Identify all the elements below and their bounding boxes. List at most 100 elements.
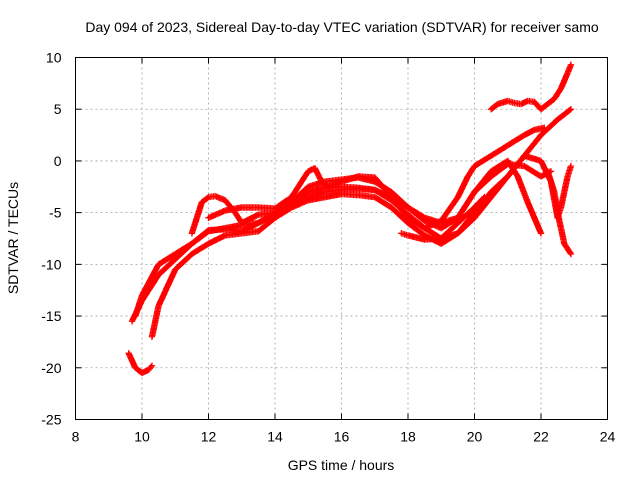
marker-run bbox=[389, 195, 411, 220]
x-tick-label: 8 bbox=[72, 429, 80, 445]
marker-run bbox=[189, 227, 211, 246]
marker-run bbox=[223, 204, 244, 214]
marker-run bbox=[149, 303, 162, 339]
marker-run bbox=[389, 205, 411, 226]
marker-run bbox=[515, 174, 531, 205]
marker-run bbox=[565, 246, 574, 256]
x-tick-label: 16 bbox=[334, 429, 350, 445]
marker-run bbox=[505, 132, 527, 148]
data-point bbox=[567, 61, 575, 68]
marker-run bbox=[545, 96, 557, 107]
marker-run bbox=[239, 212, 261, 226]
marker-run bbox=[372, 175, 394, 200]
marker-run bbox=[405, 205, 427, 224]
data-point bbox=[481, 193, 488, 201]
y-tick-label: -10 bbox=[41, 256, 61, 272]
x-tick-label: 14 bbox=[267, 429, 283, 445]
marker-run bbox=[199, 194, 211, 205]
marker-run bbox=[489, 143, 510, 159]
marker-run bbox=[273, 205, 294, 221]
marker-run bbox=[339, 173, 360, 185]
marker-run bbox=[132, 293, 145, 318]
x-axis-title: GPS time / hours bbox=[288, 457, 395, 473]
y-axis-title: SDTVAR / TECUs bbox=[5, 182, 21, 294]
marker-run bbox=[558, 226, 568, 246]
marker-run bbox=[439, 230, 460, 247]
marker-run bbox=[472, 153, 493, 169]
y-tick-label: 5 bbox=[54, 101, 62, 117]
x-tick-label: 24 bbox=[600, 429, 616, 445]
data-point bbox=[537, 230, 545, 237]
marker-run bbox=[561, 174, 571, 194]
marker-run bbox=[525, 200, 544, 236]
marker-run bbox=[561, 241, 570, 251]
marker-run bbox=[522, 133, 544, 158]
marker-run bbox=[189, 200, 205, 236]
marker-run bbox=[273, 199, 294, 215]
marker-run bbox=[406, 215, 427, 231]
series-track-5 bbox=[205, 124, 548, 232]
data-point bbox=[567, 162, 575, 170]
marker-run bbox=[455, 174, 471, 199]
marker-run bbox=[356, 192, 377, 201]
marker-run bbox=[299, 169, 311, 184]
y-tick-label: -15 bbox=[41, 308, 61, 324]
x-tick-label: 10 bbox=[134, 429, 150, 445]
data-point bbox=[148, 362, 156, 369]
marker-run bbox=[273, 194, 294, 211]
marker-run bbox=[455, 205, 477, 226]
y-tick-label: -25 bbox=[41, 412, 61, 428]
marker-run bbox=[173, 241, 194, 257]
marker-run bbox=[190, 241, 211, 257]
x-tick-label: 18 bbox=[400, 429, 416, 445]
marker-run bbox=[551, 86, 564, 101]
marker-run bbox=[538, 117, 560, 138]
y-tick-label: -20 bbox=[41, 360, 61, 376]
axes: 8 10 12 14 16 18 20 22 24 10 5 0 -5 -10 -15 -20 -25 bbox=[41, 50, 615, 445]
chart-title: Day 094 of 2023, Sidereal Day-to-day VTE… bbox=[85, 19, 598, 35]
marker-run bbox=[372, 187, 394, 203]
marker-run bbox=[558, 190, 568, 210]
y-tick-label: 0 bbox=[54, 153, 62, 169]
marker-run bbox=[439, 215, 460, 231]
marker-run bbox=[472, 195, 494, 220]
data-point bbox=[541, 124, 548, 132]
marker-run bbox=[526, 98, 536, 105]
marker-run bbox=[206, 208, 227, 221]
marker-run bbox=[406, 232, 427, 243]
marker-run bbox=[306, 189, 327, 200]
marker-run bbox=[306, 185, 327, 195]
marker-run bbox=[465, 164, 477, 179]
marker-run bbox=[173, 251, 194, 272]
y-tick-label: 10 bbox=[46, 50, 62, 66]
marker-run bbox=[489, 174, 510, 195]
marker-run bbox=[522, 163, 543, 179]
marker-run bbox=[438, 195, 461, 223]
marker-run bbox=[372, 194, 394, 210]
marker-run bbox=[156, 257, 178, 277]
marker-run bbox=[472, 174, 494, 195]
x-tick-label: 22 bbox=[533, 429, 549, 445]
marker-run bbox=[472, 195, 487, 210]
marker-run bbox=[489, 161, 510, 179]
x-tick-label: 12 bbox=[201, 429, 217, 445]
marker-run bbox=[156, 267, 178, 308]
marker-run bbox=[555, 106, 573, 122]
marker-run bbox=[126, 351, 138, 370]
x-tick-label: 20 bbox=[467, 429, 483, 445]
marker-run bbox=[439, 220, 460, 241]
marker-run bbox=[289, 179, 304, 200]
marker-run bbox=[422, 218, 444, 231]
series-track-6 bbox=[398, 193, 488, 243]
data-point bbox=[567, 250, 575, 258]
marker-run bbox=[399, 230, 410, 239]
marker-run bbox=[455, 190, 477, 220]
marker-run bbox=[506, 98, 516, 106]
grid bbox=[75, 57, 608, 420]
data-layer bbox=[125, 61, 575, 377]
marker-run bbox=[289, 184, 311, 205]
y-tick-label: -5 bbox=[49, 205, 62, 221]
marker-run bbox=[139, 262, 162, 298]
series-track-7 bbox=[487, 61, 575, 113]
